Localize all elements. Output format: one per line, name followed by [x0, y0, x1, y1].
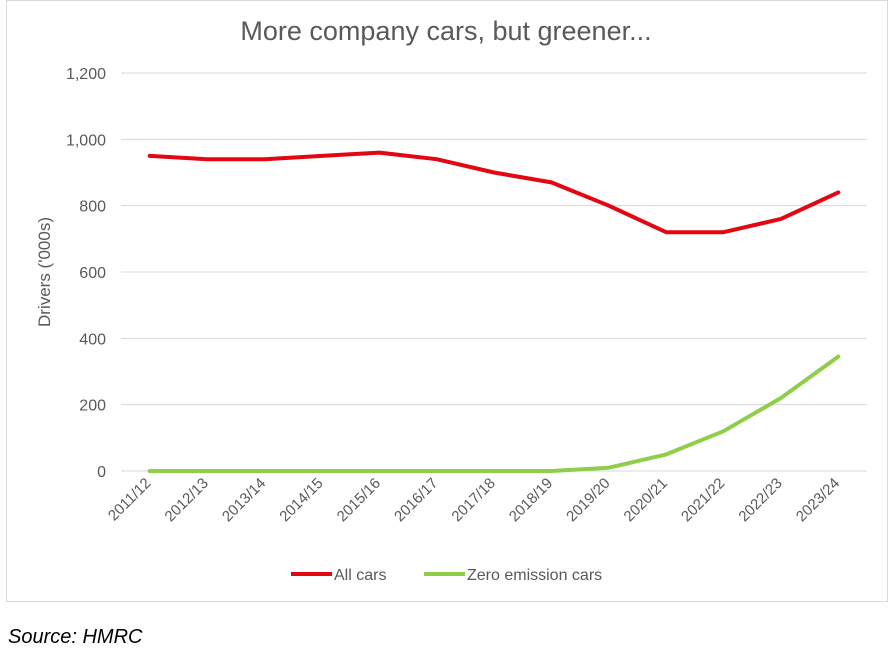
- x-tick-label: 2011/12: [105, 475, 155, 525]
- legend-label: All cars: [334, 567, 386, 584]
- x-tick-label: 2022/23: [735, 475, 785, 525]
- chart-frame: [6, 0, 888, 602]
- x-tick-label: 2021/22: [678, 475, 728, 525]
- x-tick-label: 2017/18: [448, 475, 498, 525]
- series-line-0: [147, 150, 841, 235]
- x-tick-label: 2012/13: [162, 475, 212, 525]
- series-line-1: [147, 354, 841, 473]
- x-tick-label: 2018/19: [506, 475, 556, 525]
- y-tick-label: 1,200: [66, 66, 106, 83]
- chart-title: More company cars, but greener...: [240, 16, 652, 46]
- y-tick-label: 600: [79, 265, 106, 282]
- y-tick-label: 400: [79, 331, 106, 348]
- y-tick-label: 200: [79, 398, 106, 415]
- y-tick-label: 0: [97, 464, 106, 481]
- legend: All cars Zero emission cars: [291, 567, 602, 584]
- x-tick-label: 2016/17: [391, 475, 441, 525]
- x-tick-label: 2023/24: [793, 475, 843, 525]
- x-tick-label: 2015/16: [334, 475, 384, 525]
- x-tick-label: 2014/15: [276, 475, 326, 525]
- x-tick-label: 2013/14: [219, 475, 269, 525]
- y-tick-label: 1,000: [66, 132, 106, 149]
- y-tick-label: 800: [79, 199, 106, 216]
- legend-label: Zero emission cars: [467, 567, 602, 584]
- x-tick-label: 2020/21: [621, 475, 671, 525]
- x-tick-labels: 2011/12 2012/13 2013/14 2014/15 2015/16 2016/…: [105, 475, 843, 525]
- y-axis-label: Drivers ('000s): [35, 217, 54, 327]
- source-note: Source: HMRC: [8, 626, 143, 648]
- x-tick-label: 2019/20: [563, 475, 613, 525]
- series-lines: [147, 150, 841, 473]
- gridlines: [121, 72, 867, 472]
- y-tick-labels: 0 200 400 600 800 1,000 1,200: [66, 66, 106, 481]
